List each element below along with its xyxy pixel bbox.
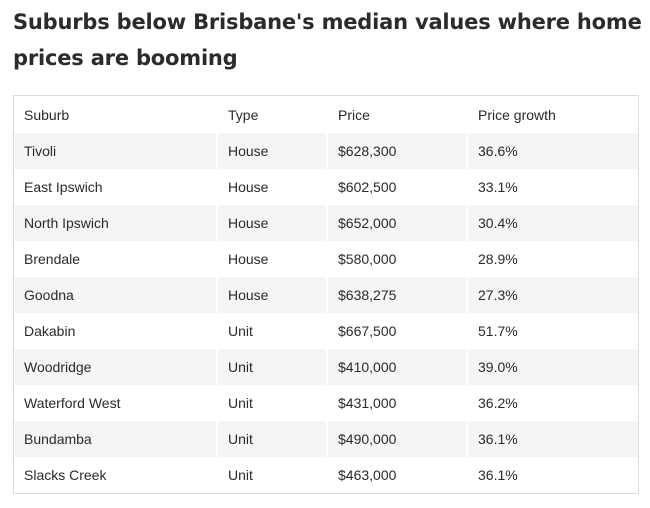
- column-header-type: Type: [216, 96, 327, 133]
- column-header-price-growth: Price growth: [466, 96, 638, 133]
- column-header-price: Price: [326, 96, 467, 133]
- cell-price-growth: 36.1%: [466, 457, 638, 493]
- cell-suburb: Tivoli: [24, 143, 57, 159]
- suburb-price-table: Suburb Type Price Price growth Tivoli Ho…: [14, 96, 638, 493]
- cell-price: $410,000: [326, 349, 467, 385]
- page-title: Suburbs below Brisbane's median values w…: [13, 10, 642, 70]
- cell-price-growth: 27.3%: [466, 277, 638, 313]
- cell-suburb: Woodridge: [24, 359, 92, 375]
- cell-suburb: Slacks Creek: [24, 467, 107, 483]
- cell-price-growth: 36.2%: [466, 385, 638, 421]
- cell-price-growth: 30.4%: [466, 205, 638, 241]
- table-row: Waterford West Unit $431,000 36.2%: [14, 385, 638, 421]
- table-row: Brendale House $580,000 28.9%: [14, 241, 638, 277]
- cell-suburb: North Ipswich: [24, 215, 109, 231]
- cell-type: Unit: [216, 313, 327, 349]
- cell-type: Unit: [216, 385, 327, 421]
- table-row: North Ipswich House $652,000 30.4%: [14, 205, 638, 241]
- cell-type: Unit: [216, 421, 327, 457]
- cell-suburb: Dakabin: [24, 323, 76, 339]
- table-row: Woodridge Unit $410,000 39.0%: [14, 349, 638, 385]
- cell-suburb: East Ipswich: [24, 179, 103, 195]
- table-row: Tivoli House $628,300 36.6%: [14, 133, 638, 169]
- cell-price: $490,000: [326, 421, 467, 457]
- cell-price: $602,500: [326, 169, 467, 205]
- table-row: Goodna House $638,275 27.3%: [14, 277, 638, 313]
- cell-price-growth: 28.9%: [466, 241, 638, 277]
- cell-price-growth: 36.1%: [466, 421, 638, 457]
- cell-type: Unit: [216, 349, 327, 385]
- cell-price-growth: 39.0%: [466, 349, 638, 385]
- cell-type: House: [216, 205, 327, 241]
- cell-price: $652,000: [326, 205, 467, 241]
- cell-price: $431,000: [326, 385, 467, 421]
- cell-suburb: Brendale: [24, 251, 81, 267]
- cell-suburb: Bundamba: [24, 431, 92, 447]
- cell-price: $580,000: [326, 241, 467, 277]
- table-row: Slacks Creek Unit $463,000 36.1%: [14, 457, 638, 493]
- cell-type: Unit: [216, 457, 327, 493]
- cell-price: $463,000: [326, 457, 467, 493]
- cell-type: House: [216, 241, 327, 277]
- table-row: Dakabin Unit $667,500 51.7%: [14, 313, 638, 349]
- cell-price-growth: 33.1%: [466, 169, 638, 205]
- column-header-suburb: Suburb: [24, 106, 70, 123]
- table-row: East Ipswich House $602,500 33.1%: [14, 169, 638, 205]
- cell-price: $667,500: [326, 313, 467, 349]
- cell-price-growth: 36.6%: [466, 133, 638, 169]
- table-header-row: Suburb Type Price Price growth: [14, 96, 638, 133]
- cell-price-growth: 51.7%: [466, 313, 638, 349]
- cell-price: $638,275: [326, 277, 467, 313]
- cell-type: House: [216, 133, 327, 169]
- data-table-container: Suburb Type Price Price growth Tivoli Ho…: [13, 95, 639, 494]
- table-row: Bundamba Unit $490,000 36.1%: [14, 421, 638, 457]
- cell-suburb: Waterford West: [24, 395, 121, 411]
- cell-suburb: Goodna: [24, 287, 74, 303]
- cell-type: House: [216, 169, 327, 205]
- cell-type: House: [216, 277, 327, 313]
- cell-price: $628,300: [326, 133, 467, 169]
